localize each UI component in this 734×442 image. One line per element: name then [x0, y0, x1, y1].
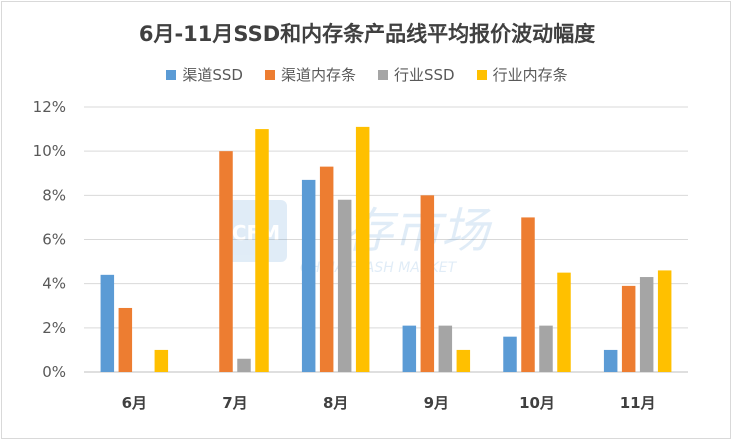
bar — [639, 277, 654, 372]
y-tick-label: 6% — [42, 231, 66, 249]
bar — [503, 336, 517, 372]
legend-item-industry-ssd: 行业SSD — [378, 64, 455, 85]
legend-swatch — [166, 69, 177, 80]
bar — [319, 166, 334, 373]
bar — [603, 349, 618, 372]
bar — [255, 129, 269, 372]
legend-label: 行业内存条 — [492, 66, 568, 84]
bar — [355, 126, 370, 372]
legend-label: 渠道SSD — [182, 66, 243, 84]
bar — [402, 325, 417, 373]
x-tick-label: 10月 — [519, 394, 555, 412]
bar — [420, 195, 435, 372]
x-tick-label: 9月 — [424, 394, 449, 412]
bar — [621, 285, 636, 373]
x-axis-categories: 6月 7月 8月 9月 10月 11月 — [122, 394, 656, 412]
x-tick-label: 7月 — [222, 394, 247, 412]
bar — [118, 307, 133, 372]
legend-swatch — [476, 69, 487, 80]
bar — [539, 325, 553, 373]
gridlines — [84, 106, 688, 373]
x-tick-label: 8月 — [323, 394, 348, 412]
x-tick-label: 11月 — [620, 394, 656, 412]
y-axis-ticks: 0% 2% 4% 6% 8% 10% 12% — [33, 98, 66, 381]
y-tick-label: 0% — [42, 363, 66, 381]
legend-label: 行业SSD — [394, 66, 455, 84]
legend-item-channel-ssd: 渠道SSD — [166, 64, 243, 85]
legend-swatch — [378, 69, 388, 80]
bar — [301, 179, 316, 373]
y-tick-label: 2% — [42, 319, 66, 337]
y-tick-label: 10% — [33, 142, 66, 160]
legend-item-industry-memory: 行业内存条 — [476, 64, 568, 85]
bar — [557, 272, 571, 373]
bars — [100, 126, 672, 373]
y-tick-label: 12% — [33, 98, 66, 116]
legend-swatch — [264, 69, 275, 80]
bar — [219, 151, 233, 372]
chart-title: 6月-11月SSD和内存条产品线平均报价波动幅度 — [138, 22, 596, 46]
y-tick-label: 4% — [42, 275, 66, 293]
bar — [657, 270, 672, 372]
legend-item-channel-memory: 渠道内存条 — [264, 64, 356, 85]
bar — [100, 274, 115, 372]
bar — [337, 199, 352, 372]
legend-label: 渠道内存条 — [280, 66, 356, 84]
x-tick-label: 6月 — [122, 394, 147, 412]
watermark-main-text: 存市场 — [345, 203, 493, 259]
bar — [438, 325, 453, 373]
bar — [154, 349, 169, 372]
bar — [237, 358, 251, 372]
bar — [456, 349, 471, 372]
bar — [521, 217, 535, 372]
y-tick-label: 8% — [42, 186, 66, 204]
chart-legend: 渠道SSD 渠道内存条 行业SSD 行业内存条 — [0, 64, 734, 85]
